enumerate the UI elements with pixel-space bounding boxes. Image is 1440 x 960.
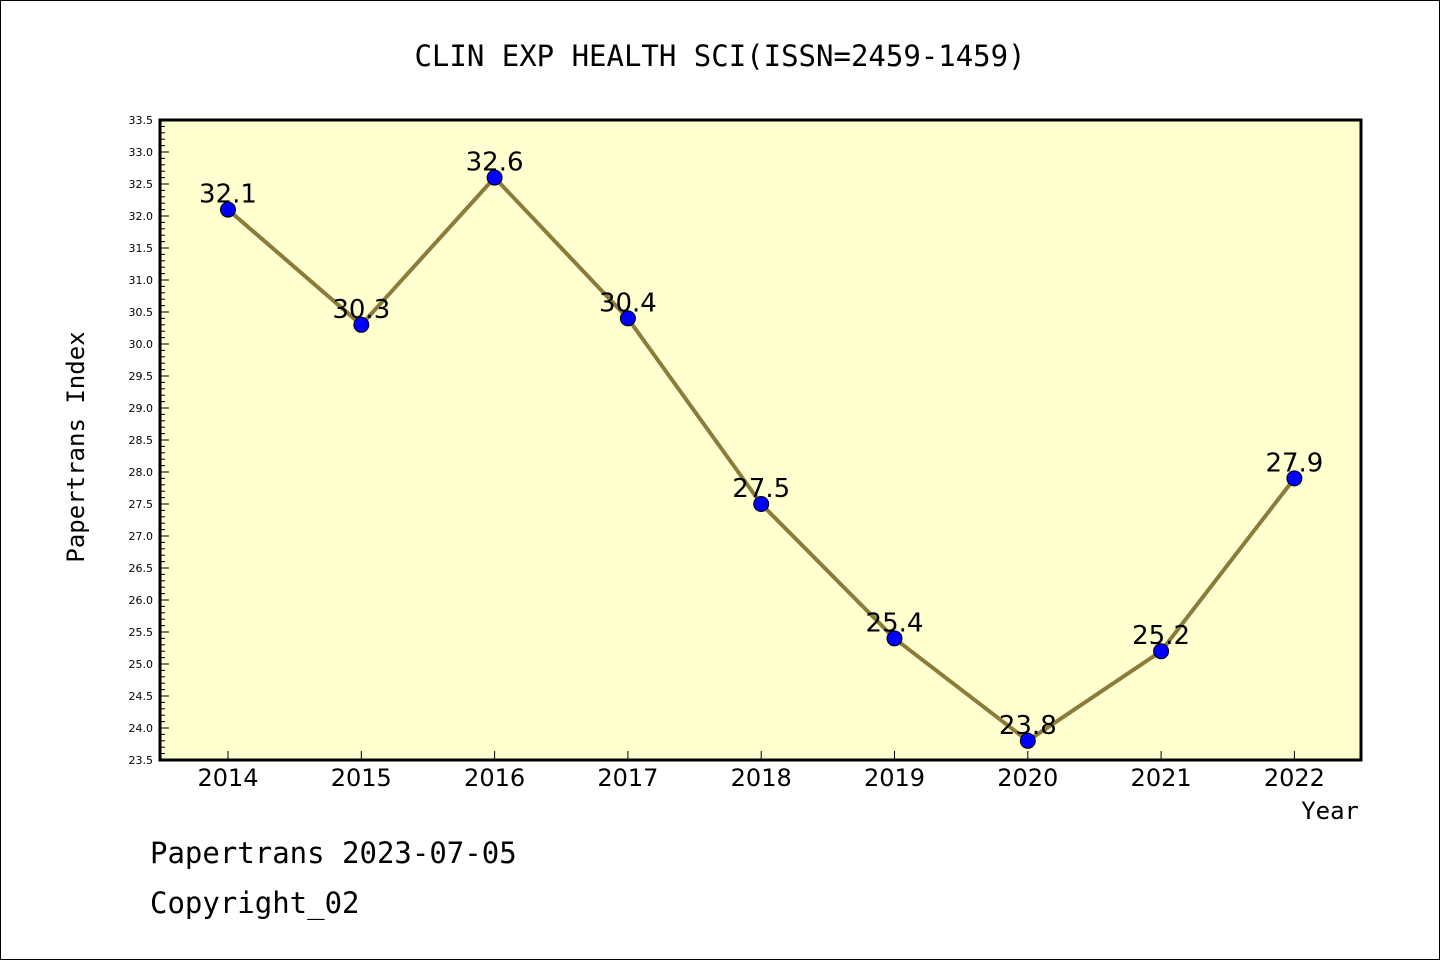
y-tick-label: 27.0	[129, 530, 154, 543]
data-point	[353, 316, 370, 333]
y-tick-label: 27.5	[129, 498, 154, 511]
data-label: 30.3	[332, 295, 390, 325]
y-tick-label: 31.0	[129, 274, 154, 287]
data-point	[753, 496, 770, 512]
x-axis-label: Year	[1301, 797, 1359, 825]
y-axis-label: Papertrans Index	[62, 331, 90, 562]
y-tick-label: 29.0	[129, 402, 154, 415]
y-tick-label: 25.5	[129, 626, 154, 639]
x-tick-label: 2015	[331, 764, 392, 792]
data-label: 27.5	[732, 474, 790, 504]
y-tick-label: 26.0	[129, 594, 154, 607]
y-tick-label: 31.5	[129, 242, 154, 255]
y-tick-label: 23.5	[129, 754, 154, 767]
data-point	[486, 169, 503, 186]
data-label: 27.9	[1265, 448, 1323, 478]
chart-title: CLIN EXP HEALTH SCI(ISSN=2459-1459)	[414, 39, 1025, 73]
data-label: 30.4	[599, 288, 657, 318]
data-point	[1286, 470, 1303, 487]
y-tick-label: 32.0	[129, 210, 154, 223]
y-tick-label: 29.5	[129, 370, 154, 383]
data-point	[220, 201, 236, 218]
x-tick-label: 2017	[597, 764, 658, 792]
y-tick-label: 24.5	[129, 690, 154, 703]
data-label: 25.4	[866, 608, 924, 638]
data-label: 32.6	[466, 148, 524, 178]
x-tick-label: 2019	[864, 764, 925, 792]
x-tick-label: 2022	[1264, 764, 1325, 792]
footer-copyright: Copyright_02	[150, 886, 360, 921]
y-tick-label: 33.0	[129, 146, 154, 159]
y-tick-label: 25.0	[129, 658, 154, 671]
data-point	[1153, 643, 1170, 660]
plot-area	[160, 120, 1361, 760]
y-tick-label: 28.5	[129, 434, 154, 447]
x-tick-label: 2021	[1131, 764, 1192, 792]
x-tick-label: 2018	[731, 764, 792, 792]
x-tick-label: 2016	[464, 764, 525, 792]
y-tick-label: 32.5	[129, 178, 154, 191]
y-tick-label: 28.0	[129, 466, 154, 479]
data-point	[886, 630, 903, 647]
y-tick-label: 30.0	[129, 338, 154, 351]
data-point	[1019, 732, 1036, 749]
x-tick-label: 2014	[197, 764, 258, 792]
data-label: 23.8	[999, 711, 1057, 741]
footer-date: Papertrans 2023-07-05	[150, 836, 517, 870]
data-label: 25.2	[1132, 621, 1190, 651]
y-tick-label: 24.0	[129, 722, 154, 735]
plot-border	[158, 118, 1363, 762]
y-tick-label: 30.5	[129, 306, 154, 319]
x-tick-label: 2020	[997, 764, 1058, 792]
data-label: 32.1	[199, 180, 257, 210]
y-tick-label: 33.5	[129, 114, 154, 127]
y-tick-label: 26.5	[129, 562, 154, 575]
data-point	[619, 310, 636, 327]
